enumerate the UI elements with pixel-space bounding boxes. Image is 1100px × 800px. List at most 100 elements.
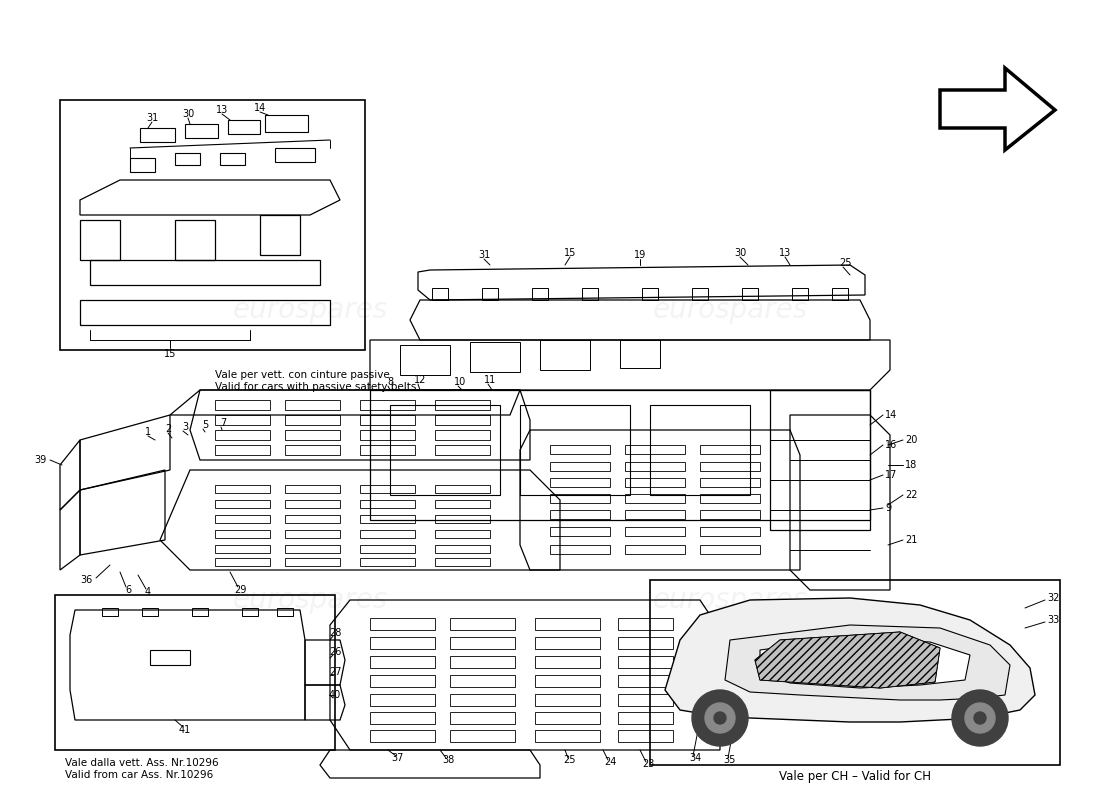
Text: 15: 15	[164, 349, 176, 359]
Text: 41: 41	[179, 725, 191, 735]
Bar	[450, 712, 515, 724]
Text: 26: 26	[329, 647, 341, 657]
Text: 10: 10	[454, 377, 466, 387]
Text: 13: 13	[216, 105, 228, 115]
Text: 37: 37	[392, 753, 404, 763]
Text: eurospares: eurospares	[232, 296, 387, 324]
Bar	[535, 730, 600, 742]
Bar	[434, 500, 490, 508]
Bar	[360, 485, 415, 493]
Bar	[550, 494, 610, 503]
Text: 31: 31	[477, 250, 491, 260]
Text: 36: 36	[80, 575, 94, 585]
Bar	[360, 445, 415, 455]
Bar	[214, 515, 270, 523]
Text: 27: 27	[329, 667, 341, 677]
Text: 20: 20	[905, 435, 917, 445]
Circle shape	[705, 703, 735, 733]
Bar	[285, 545, 340, 553]
Bar	[434, 430, 490, 440]
Text: 31: 31	[146, 113, 158, 123]
Text: 29: 29	[234, 585, 246, 595]
Text: 5: 5	[202, 420, 208, 430]
Bar	[360, 500, 415, 508]
Bar	[535, 712, 600, 724]
Bar	[550, 445, 610, 454]
Bar	[285, 500, 340, 508]
Bar	[214, 500, 270, 508]
Circle shape	[714, 712, 726, 724]
Bar	[650, 580, 1060, 765]
Text: 40: 40	[329, 690, 341, 700]
Bar	[214, 415, 270, 425]
Text: 30: 30	[734, 248, 746, 258]
Bar	[434, 515, 490, 523]
Bar	[625, 510, 685, 519]
Text: 23: 23	[641, 759, 654, 769]
Text: 14: 14	[254, 103, 266, 113]
Bar	[214, 545, 270, 553]
Bar	[450, 730, 515, 742]
Polygon shape	[940, 68, 1055, 150]
Text: 18: 18	[905, 460, 917, 470]
Bar	[535, 637, 600, 649]
Bar	[214, 530, 270, 538]
Bar	[370, 694, 434, 706]
Bar	[450, 637, 515, 649]
Text: 39: 39	[35, 455, 47, 465]
Bar	[285, 485, 340, 493]
Bar	[434, 445, 490, 455]
Bar	[550, 545, 610, 554]
Bar	[360, 545, 415, 553]
Bar	[625, 478, 685, 487]
Text: 7: 7	[220, 418, 227, 428]
Bar	[214, 445, 270, 455]
Circle shape	[974, 712, 986, 724]
Text: 25: 25	[838, 258, 851, 268]
Bar	[285, 415, 340, 425]
Bar	[360, 415, 415, 425]
Bar	[370, 675, 434, 687]
Bar	[700, 445, 760, 454]
Bar	[535, 618, 600, 630]
Polygon shape	[760, 638, 970, 688]
Bar	[618, 656, 673, 668]
Bar	[520, 405, 630, 495]
Bar	[370, 637, 434, 649]
Bar	[285, 530, 340, 538]
Text: 11: 11	[484, 375, 496, 385]
Bar	[700, 478, 760, 487]
Bar	[535, 656, 600, 668]
Bar	[625, 527, 685, 536]
Bar	[535, 694, 600, 706]
Text: 38: 38	[442, 755, 454, 765]
Bar	[700, 545, 760, 554]
Bar	[214, 558, 270, 566]
Bar	[700, 494, 760, 503]
Circle shape	[692, 690, 748, 746]
Bar	[360, 558, 415, 566]
Bar	[700, 462, 760, 471]
Polygon shape	[755, 632, 940, 688]
Text: eurospares: eurospares	[232, 586, 387, 614]
Bar	[535, 675, 600, 687]
Text: 25: 25	[563, 755, 576, 765]
Text: 15: 15	[564, 248, 576, 258]
Bar	[55, 595, 336, 750]
Bar	[285, 515, 340, 523]
Text: 19: 19	[634, 250, 646, 260]
Bar	[625, 445, 685, 454]
Bar	[700, 510, 760, 519]
Bar	[625, 545, 685, 554]
Text: 33: 33	[1047, 615, 1059, 625]
Bar	[285, 445, 340, 455]
Bar	[360, 400, 415, 410]
Bar	[550, 527, 610, 536]
Bar	[700, 527, 760, 536]
Circle shape	[952, 690, 1008, 746]
Text: eurospares: eurospares	[652, 586, 807, 614]
Bar	[60, 100, 365, 350]
Bar	[285, 430, 340, 440]
Text: 21: 21	[905, 535, 917, 545]
Bar	[550, 478, 610, 487]
